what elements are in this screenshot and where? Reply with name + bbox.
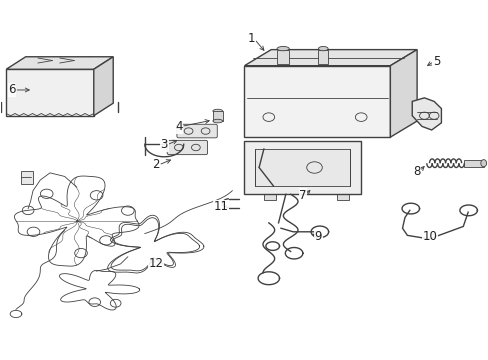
- Bar: [264, 194, 276, 200]
- Bar: [463, 159, 483, 167]
- Bar: [244, 66, 389, 137]
- Text: 11: 11: [213, 200, 228, 213]
- Bar: [212, 111, 222, 121]
- Text: 12: 12: [148, 257, 163, 270]
- Bar: [6, 69, 94, 116]
- Polygon shape: [244, 50, 416, 66]
- Text: 6: 6: [8, 84, 16, 96]
- Bar: [244, 141, 361, 194]
- Bar: [255, 149, 350, 186]
- Ellipse shape: [277, 46, 288, 51]
- Ellipse shape: [318, 46, 327, 51]
- Text: 4: 4: [175, 120, 182, 133]
- Bar: [318, 50, 327, 64]
- Text: 7: 7: [299, 189, 306, 202]
- Bar: [21, 171, 33, 184]
- Bar: [277, 50, 288, 64]
- Ellipse shape: [212, 109, 222, 113]
- Bar: [336, 194, 348, 200]
- Polygon shape: [389, 50, 416, 137]
- Text: 3: 3: [160, 139, 167, 152]
- Polygon shape: [6, 57, 113, 69]
- Text: 10: 10: [422, 230, 437, 243]
- Polygon shape: [94, 57, 113, 116]
- FancyBboxPatch shape: [167, 140, 207, 155]
- Ellipse shape: [480, 159, 486, 167]
- Text: 9: 9: [314, 230, 322, 243]
- Text: 2: 2: [152, 158, 160, 171]
- Text: 8: 8: [412, 165, 420, 177]
- FancyBboxPatch shape: [177, 124, 217, 138]
- Ellipse shape: [212, 119, 222, 123]
- Text: 5: 5: [432, 55, 439, 68]
- Polygon shape: [411, 98, 441, 130]
- Text: 1: 1: [247, 32, 255, 45]
